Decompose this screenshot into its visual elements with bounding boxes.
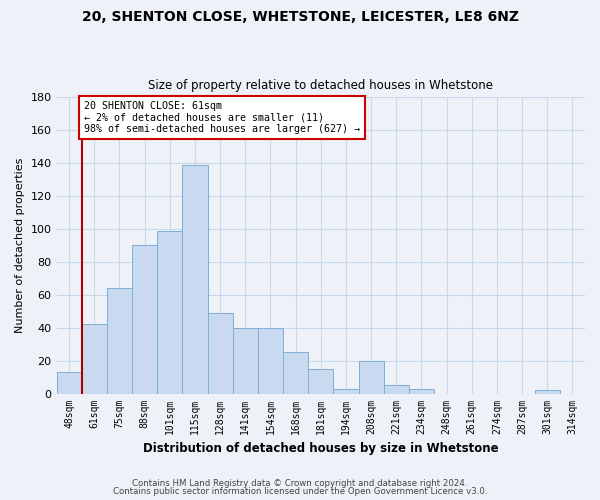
Bar	[132, 246, 157, 394]
Bar	[409, 388, 434, 394]
Bar	[334, 388, 359, 394]
Bar	[535, 390, 560, 394]
Text: Contains public sector information licensed under the Open Government Licence v3: Contains public sector information licen…	[113, 487, 487, 496]
Bar	[283, 352, 308, 394]
Bar	[359, 360, 383, 394]
Bar	[182, 165, 208, 394]
Bar	[308, 369, 334, 394]
Bar	[56, 372, 82, 394]
X-axis label: Distribution of detached houses by size in Whetstone: Distribution of detached houses by size …	[143, 442, 499, 455]
Bar	[82, 324, 107, 394]
Title: Size of property relative to detached houses in Whetstone: Size of property relative to detached ho…	[148, 79, 493, 92]
Bar	[107, 288, 132, 394]
Bar	[258, 328, 283, 394]
Bar	[383, 386, 409, 394]
Text: 20 SHENTON CLOSE: 61sqm
← 2% of detached houses are smaller (11)
98% of semi-det: 20 SHENTON CLOSE: 61sqm ← 2% of detached…	[84, 100, 360, 134]
Bar	[208, 313, 233, 394]
Text: 20, SHENTON CLOSE, WHETSTONE, LEICESTER, LE8 6NZ: 20, SHENTON CLOSE, WHETSTONE, LEICESTER,…	[82, 10, 518, 24]
Bar	[233, 328, 258, 394]
Y-axis label: Number of detached properties: Number of detached properties	[15, 158, 25, 333]
Text: Contains HM Land Registry data © Crown copyright and database right 2024.: Contains HM Land Registry data © Crown c…	[132, 478, 468, 488]
Bar	[157, 230, 182, 394]
